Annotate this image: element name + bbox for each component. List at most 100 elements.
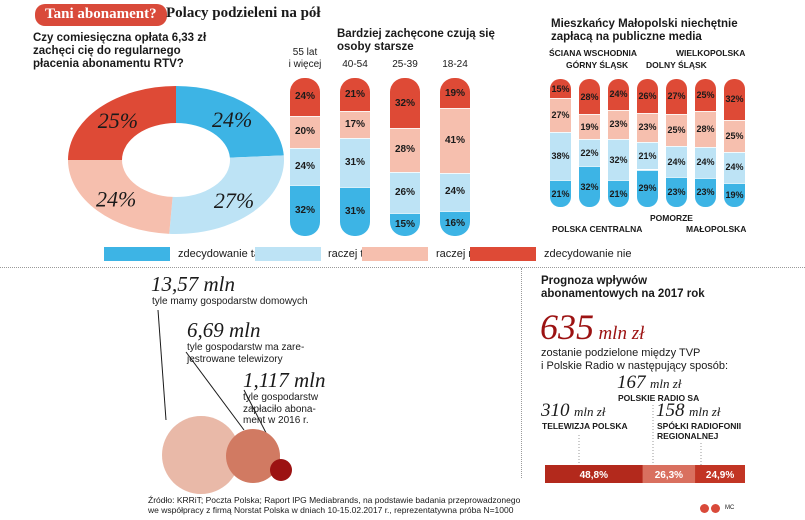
stack-segment: 15% bbox=[390, 212, 420, 236]
segment-divider bbox=[579, 113, 600, 116]
stack-segment-label: 23% bbox=[667, 187, 686, 198]
segment-divider bbox=[390, 127, 420, 130]
stack-segment: 26% bbox=[637, 79, 658, 113]
stack-segment: 21% bbox=[340, 78, 370, 112]
segment-divider bbox=[550, 179, 571, 182]
forecast-desc-line: zostanie podzielone między TVP bbox=[541, 347, 701, 359]
desc-line: zapłaciło abona- bbox=[243, 403, 316, 415]
stack-segment: 21% bbox=[637, 142, 658, 170]
forecast-desc: zostanie podzielone między TVP i Polskie… bbox=[541, 347, 728, 373]
stack-segment-label: 23% bbox=[696, 187, 715, 198]
header-badge: Tani abonament? bbox=[35, 4, 167, 26]
forecast-pr: 167 mln zł bbox=[617, 372, 681, 394]
source-line: Źródło: KRRiT; Poczta Polska; Raport IPG… bbox=[148, 495, 521, 505]
age-column-header: 18-24 bbox=[430, 59, 480, 71]
logo-dot-icon bbox=[700, 504, 709, 513]
stack-segment: 27% bbox=[550, 98, 571, 133]
pie-question-line: płacenia abonamentu RTV? bbox=[33, 58, 184, 70]
age-title-line: osoby starsze bbox=[337, 41, 414, 53]
stack-segment: 16% bbox=[440, 210, 470, 236]
stack-segment: 23% bbox=[695, 177, 716, 207]
region-chart-title: Mieszkańcy Małopolski niechętnie zapłacą… bbox=[551, 18, 738, 44]
stack-segment: 32% bbox=[290, 185, 320, 236]
stack-segment: 19% bbox=[579, 114, 600, 139]
stack-segment-label: 22% bbox=[580, 147, 599, 158]
households-paid: 1,117 mln bbox=[243, 368, 326, 392]
forecast-title: Prognoza wpływów abonamentowych na 2017 … bbox=[541, 275, 705, 301]
stack-segment: 21% bbox=[608, 180, 629, 207]
stack-segment: 20% bbox=[290, 115, 320, 148]
stack-segment-label: 29% bbox=[638, 183, 657, 194]
reg-name-line: REGIONALNEJ bbox=[657, 431, 719, 441]
forecast-bar-label: 48,8% bbox=[580, 470, 608, 481]
segment-divider bbox=[724, 118, 745, 121]
donut-chart: 24% 27% 24% 25% bbox=[68, 86, 284, 234]
segment-divider bbox=[390, 211, 420, 214]
reg-name-line: SPÓŁKI RADIOFONII bbox=[657, 421, 742, 431]
segment-divider bbox=[608, 179, 629, 182]
households-total: 13,57 mln bbox=[151, 272, 235, 296]
segment-divider bbox=[724, 181, 745, 184]
segment-divider bbox=[724, 150, 745, 153]
segment-divider bbox=[637, 168, 658, 171]
stack-segment-label: 31% bbox=[344, 206, 365, 217]
stack-segment-label: 21% bbox=[609, 188, 628, 199]
pie-question: Czy comiesięczna opłata 6,33 zł zachęci … bbox=[33, 32, 206, 71]
stack-segment-label: 24% bbox=[294, 91, 315, 103]
forecast-desc-line: i Polskie Radio w następujący sposób: bbox=[541, 360, 729, 372]
stack-segment-label: 28% bbox=[394, 144, 415, 156]
stack-segment: 23% bbox=[608, 109, 629, 140]
forecast-tvp: 310 mln zł bbox=[541, 400, 605, 422]
stack-segment: 24% bbox=[695, 146, 716, 178]
bubble-paid bbox=[270, 459, 292, 481]
stack-segment-label: 21% bbox=[344, 89, 365, 101]
stack-segment: 27% bbox=[666, 79, 687, 114]
stack-segment: 32% bbox=[724, 79, 745, 120]
leader-line bbox=[157, 309, 167, 421]
reg-number: 158 bbox=[656, 400, 685, 421]
donut-slice bbox=[68, 86, 176, 160]
forecast-bar-label: 26,3% bbox=[655, 470, 683, 481]
segment-divider bbox=[290, 114, 320, 117]
bubble-households bbox=[162, 416, 240, 494]
forecast-regional: 158 mln zł bbox=[656, 400, 720, 422]
age-header-line: 18-24 bbox=[442, 59, 468, 70]
legend-label-nie: zdecydowanie nie bbox=[544, 248, 632, 260]
source-line: we współpracy z firmą Norstat Polska w d… bbox=[148, 505, 514, 515]
segment-divider bbox=[340, 110, 370, 113]
legend-swatch-nie bbox=[470, 247, 536, 261]
stack-segment: 19% bbox=[724, 182, 745, 207]
stack-segment-label: 23% bbox=[609, 119, 628, 130]
stack-segment-label: 26% bbox=[394, 186, 415, 198]
region-label-malopolska: MAŁOPOLSKA bbox=[686, 224, 747, 234]
legend-swatch-tak bbox=[104, 247, 170, 261]
segment-divider bbox=[695, 110, 716, 112]
pr-unit: mln zł bbox=[649, 376, 682, 391]
stack-segment-label: 25% bbox=[725, 130, 744, 141]
stack-segment: 15% bbox=[550, 79, 571, 98]
reg-unit: mln zł bbox=[688, 404, 721, 419]
stack-segment-label: 28% bbox=[580, 91, 599, 102]
stack-segment-label: 24% bbox=[725, 162, 744, 173]
stack-segment: 24% bbox=[290, 147, 320, 186]
stack-segment-label: 32% bbox=[609, 154, 628, 165]
region-title-line: zapłacą na publiczne media bbox=[551, 31, 702, 43]
age-column-header: 25-39 bbox=[380, 59, 430, 71]
age-header-line: 25-39 bbox=[392, 59, 418, 70]
tvp-unit: mln zł bbox=[573, 404, 606, 419]
stack-segment-label: 23% bbox=[638, 122, 657, 133]
desc-line: tyle gospodarstw ma zare- bbox=[187, 342, 305, 353]
age-header-line: 40-54 bbox=[342, 59, 368, 70]
stack-segment: 22% bbox=[579, 138, 600, 167]
stack-segment-label: 24% bbox=[609, 89, 628, 100]
region-label-sciana: ŚCIANA WSCHODNIA bbox=[549, 48, 637, 58]
donut-slice-label: 24% bbox=[212, 107, 252, 132]
stack-segment-label: 19% bbox=[580, 121, 599, 132]
stack-segment: 41% bbox=[440, 108, 470, 173]
region-title-line: Mieszkańcy Małopolski niechętnie bbox=[551, 18, 738, 30]
age-title-line: Bardziej zachęcone czują się bbox=[337, 28, 495, 40]
stack-segment-label: 19% bbox=[444, 87, 465, 99]
age-column-header: 55 lat i więcej bbox=[280, 47, 330, 71]
segment-divider bbox=[390, 170, 420, 173]
stack-segment: 32% bbox=[608, 139, 629, 181]
